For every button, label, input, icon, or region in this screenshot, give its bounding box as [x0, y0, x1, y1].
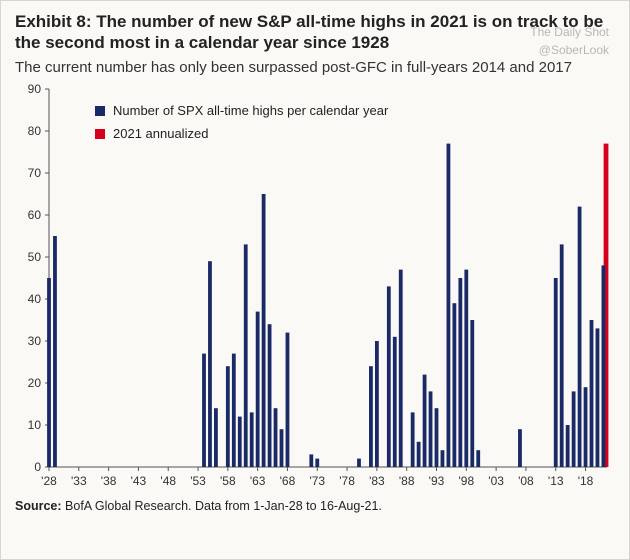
- bar-year: [441, 450, 445, 467]
- bar-year: [602, 265, 606, 467]
- svg-text:'93: '93: [429, 474, 445, 488]
- bar-year: [250, 412, 254, 467]
- bar-year: [286, 333, 290, 467]
- bar-year: [357, 459, 361, 467]
- bar-year: [375, 341, 379, 467]
- svg-text:'88: '88: [399, 474, 415, 488]
- svg-text:0: 0: [34, 460, 41, 474]
- svg-text:'73: '73: [309, 474, 325, 488]
- legend-label-1: Number of SPX all-time highs per calenda…: [113, 103, 388, 118]
- bar-year: [590, 320, 594, 467]
- source-line: Source: BofA Global Research. Data from …: [15, 499, 615, 513]
- bar-year: [411, 412, 415, 467]
- svg-text:'53: '53: [190, 474, 206, 488]
- bar-year: [596, 328, 600, 467]
- bar-year: [470, 320, 474, 467]
- legend-item-series2: 2021 annualized: [95, 126, 388, 141]
- source-label: Source:: [15, 499, 62, 513]
- svg-text:20: 20: [28, 376, 42, 390]
- bar-year: [452, 303, 456, 467]
- svg-text:30: 30: [28, 334, 42, 348]
- bar-year: [274, 408, 278, 467]
- svg-text:'18: '18: [578, 474, 594, 488]
- bar-year: [578, 207, 582, 467]
- bar-year: [417, 442, 421, 467]
- bar-year: [262, 194, 266, 467]
- bar-year: [268, 324, 272, 467]
- bar-year: [464, 270, 468, 467]
- svg-text:'43: '43: [131, 474, 147, 488]
- bar-year: [572, 391, 576, 467]
- bar-year: [399, 270, 403, 467]
- bar-year: [53, 236, 57, 467]
- bar-year: [584, 387, 588, 467]
- bar-year: [387, 286, 391, 467]
- bar-year: [560, 244, 564, 467]
- bar-year: [202, 354, 206, 467]
- svg-text:10: 10: [28, 418, 42, 432]
- bar-year: [423, 375, 427, 467]
- svg-text:'98: '98: [458, 474, 474, 488]
- legend-label-2: 2021 annualized: [113, 126, 208, 141]
- svg-text:'33: '33: [71, 474, 87, 488]
- svg-text:'48: '48: [160, 474, 176, 488]
- svg-text:'13: '13: [548, 474, 564, 488]
- bar-year: [566, 425, 570, 467]
- bar-year: [232, 354, 236, 467]
- svg-text:60: 60: [28, 208, 42, 222]
- svg-text:'68: '68: [280, 474, 296, 488]
- chart-area: Number of SPX all-time highs per calenda…: [15, 83, 615, 493]
- bar-year: [244, 244, 248, 467]
- svg-text:90: 90: [28, 83, 42, 96]
- legend-swatch-1: [95, 106, 105, 116]
- bar-year: [226, 366, 230, 467]
- svg-text:50: 50: [28, 250, 42, 264]
- bar-year: [429, 391, 433, 467]
- svg-text:'58: '58: [220, 474, 236, 488]
- exhibit-subtitle: The current number has only been surpass…: [15, 58, 615, 78]
- bar-year: [369, 366, 373, 467]
- bar-year: [208, 261, 212, 467]
- bar-year: [315, 459, 319, 467]
- source-text: BofA Global Research. Data from 1-Jan-28…: [65, 499, 382, 513]
- bar-year: [518, 429, 522, 467]
- svg-text:80: 80: [28, 124, 42, 138]
- svg-text:'78: '78: [339, 474, 355, 488]
- svg-text:'08: '08: [518, 474, 534, 488]
- bar-year: [280, 429, 284, 467]
- bar-year: [447, 144, 451, 467]
- bar-year: [554, 278, 558, 467]
- exhibit-title: Exhibit 8: The number of new S&P all-tim…: [15, 11, 615, 54]
- svg-text:70: 70: [28, 166, 42, 180]
- bar-year: [393, 337, 397, 467]
- bar-year: [214, 408, 218, 467]
- bar-year: [476, 450, 480, 467]
- legend-item-series1: Number of SPX all-time highs per calenda…: [95, 103, 388, 118]
- bar-year: [458, 278, 462, 467]
- svg-text:'38: '38: [101, 474, 117, 488]
- svg-text:40: 40: [28, 292, 42, 306]
- bar-year: [256, 312, 260, 467]
- svg-text:'63: '63: [250, 474, 266, 488]
- exhibit-frame: Exhibit 8: The number of new S&P all-tim…: [0, 0, 630, 560]
- bar-year: [47, 278, 51, 467]
- legend-swatch-2: [95, 129, 105, 139]
- legend: Number of SPX all-time highs per calenda…: [95, 103, 388, 149]
- svg-text:'28: '28: [41, 474, 57, 488]
- bar-year: [238, 417, 242, 467]
- bar-year: [435, 408, 439, 467]
- svg-text:'03: '03: [488, 474, 504, 488]
- bar-year: [309, 454, 313, 467]
- svg-text:'83: '83: [369, 474, 385, 488]
